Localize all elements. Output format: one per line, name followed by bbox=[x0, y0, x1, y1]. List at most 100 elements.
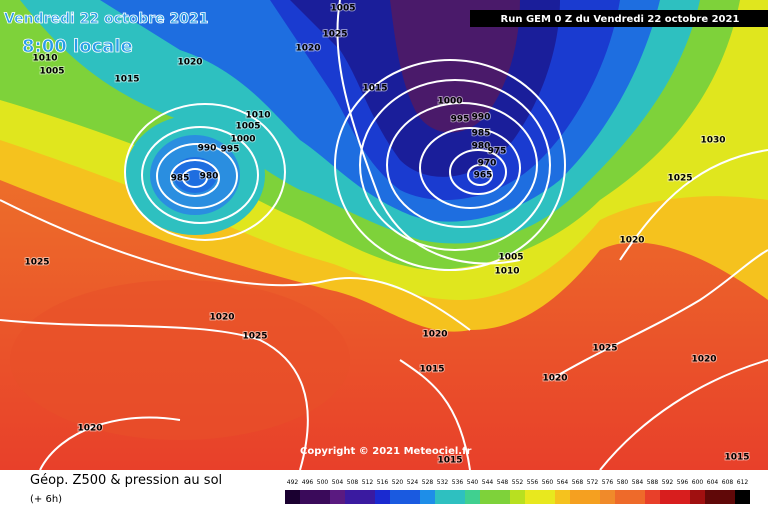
isobar-label: 1000 bbox=[230, 135, 255, 145]
isobar-labels: 1010100510151020102010251015100510101005… bbox=[23, 3, 750, 467]
legend-swatch bbox=[465, 490, 480, 504]
isobar-label: 1020 bbox=[77, 424, 102, 434]
isobar-label: 1030 bbox=[700, 136, 725, 146]
legend-swatch bbox=[420, 490, 435, 504]
legend-label: 556 bbox=[527, 479, 539, 486]
legend-swatch bbox=[330, 490, 345, 504]
legend-label: 584 bbox=[632, 479, 644, 486]
legend-label: 580 bbox=[617, 479, 629, 486]
legend-swatch bbox=[540, 490, 555, 504]
isobar-label: 1015 bbox=[419, 365, 444, 375]
legend-label: 564 bbox=[557, 479, 569, 486]
isobar-label: 985 bbox=[472, 129, 491, 139]
isobar-label: 1005 bbox=[330, 4, 355, 14]
legend-label: 524 bbox=[407, 479, 419, 486]
isobar-label: 1025 bbox=[322, 30, 347, 40]
isobar-label: 990 bbox=[472, 113, 491, 123]
run-banner bbox=[470, 10, 768, 27]
isobars bbox=[0, 0, 768, 470]
forecast-date: Vendredi 22 octobre 2021 bbox=[4, 11, 209, 27]
legend-label: 532 bbox=[437, 479, 449, 486]
legend-swatch bbox=[480, 490, 495, 504]
legend-label: 508 bbox=[347, 479, 359, 486]
legend-swatch bbox=[660, 490, 675, 504]
legend-label: 600 bbox=[692, 479, 704, 486]
legend-swatch bbox=[615, 490, 630, 504]
copyright: Copyright © 2021 Meteociel.fr bbox=[300, 446, 471, 457]
legend-label: 588 bbox=[647, 479, 659, 486]
legend-label: 520 bbox=[392, 479, 404, 486]
isobar-label: 1020 bbox=[295, 44, 320, 54]
legend-swatch bbox=[705, 490, 720, 504]
legend-label: 596 bbox=[677, 479, 689, 486]
legend-swatch bbox=[600, 490, 615, 504]
legend-label: 512 bbox=[362, 479, 374, 486]
legend-swatch bbox=[360, 490, 375, 504]
isobar-label: 1025 bbox=[592, 344, 617, 354]
isobar-label: 1015 bbox=[362, 84, 387, 94]
forecast-time: 8:00 locale bbox=[22, 36, 133, 57]
legend-swatch bbox=[690, 490, 705, 504]
legend-swatch bbox=[495, 490, 510, 504]
isobar-label: 1010 bbox=[32, 54, 57, 64]
legend-label: 576 bbox=[602, 479, 614, 486]
isobar-label: 980 bbox=[200, 172, 219, 182]
legend-label: 604 bbox=[707, 479, 719, 486]
isobar-label: 1020 bbox=[209, 313, 234, 323]
isobar-label: 995 bbox=[451, 115, 470, 125]
isobar-label: 1010 bbox=[245, 111, 270, 121]
legend-swatch bbox=[315, 490, 330, 504]
isobar-label: 1015 bbox=[114, 75, 139, 85]
legend-swatch bbox=[645, 490, 660, 504]
isobar-label: 1020 bbox=[691, 355, 716, 365]
legend-swatch bbox=[570, 490, 585, 504]
isobar-label: 1010 bbox=[494, 267, 519, 277]
legend-swatch bbox=[630, 490, 645, 504]
legend-swatch bbox=[435, 490, 450, 504]
legend-swatch bbox=[675, 490, 690, 504]
legend-label: 572 bbox=[587, 479, 599, 486]
run-info: Run GEM 0 Z du Vendredi 22 octobre 2021 bbox=[501, 14, 740, 25]
legend-label: 496 bbox=[302, 479, 314, 486]
legend-swatch bbox=[735, 490, 750, 504]
isobar-label: 1015 bbox=[437, 456, 462, 466]
legend-label: 528 bbox=[422, 479, 434, 486]
legend-label: 536 bbox=[452, 479, 464, 486]
isobar-label: 1015 bbox=[724, 453, 749, 463]
isobar-label: 1020 bbox=[619, 236, 644, 246]
isobar-label: 985 bbox=[171, 174, 190, 184]
isobar-label: 970 bbox=[478, 159, 497, 169]
isobar-label: 1020 bbox=[542, 374, 567, 384]
isobar-label: 1025 bbox=[667, 174, 692, 184]
legend-swatch bbox=[285, 490, 300, 504]
legend-label: 516 bbox=[377, 479, 389, 486]
isobar-label: 975 bbox=[488, 147, 507, 157]
legend-swatch bbox=[300, 490, 315, 504]
legend-swatch bbox=[525, 490, 540, 504]
isobar-label: 1000 bbox=[437, 97, 462, 107]
legend-label: 568 bbox=[572, 479, 584, 486]
isobar-label: 1020 bbox=[422, 330, 447, 340]
legend-label: 552 bbox=[512, 479, 524, 486]
isobar-label: 1020 bbox=[177, 58, 202, 68]
legend-swatch bbox=[720, 490, 735, 504]
legend-label: 544 bbox=[482, 479, 494, 486]
legend-swatch bbox=[585, 490, 600, 504]
legend-swatch bbox=[450, 490, 465, 504]
isobar-label: 980 bbox=[472, 142, 491, 152]
footer-step: (+ 6h) bbox=[30, 494, 62, 505]
legend-label: 492 bbox=[287, 479, 299, 486]
legend-swatch bbox=[390, 490, 405, 504]
isobar-label: 990 bbox=[198, 144, 217, 154]
footer-title: Géop. Z500 & pression au sol bbox=[30, 473, 222, 488]
legend-label: 560 bbox=[542, 479, 554, 486]
geopotential-field bbox=[0, 0, 768, 470]
isobar-label: 965 bbox=[474, 171, 493, 181]
legend-label: 548 bbox=[497, 479, 509, 486]
legend-label: 592 bbox=[662, 479, 674, 486]
legend-swatch bbox=[555, 490, 570, 504]
legend-label: 504 bbox=[332, 479, 344, 486]
color-legend: 492 496 500 504 508 512 516 520 524 528 532 536 540 5… bbox=[285, 479, 750, 504]
legend-label: 612 bbox=[737, 479, 749, 486]
